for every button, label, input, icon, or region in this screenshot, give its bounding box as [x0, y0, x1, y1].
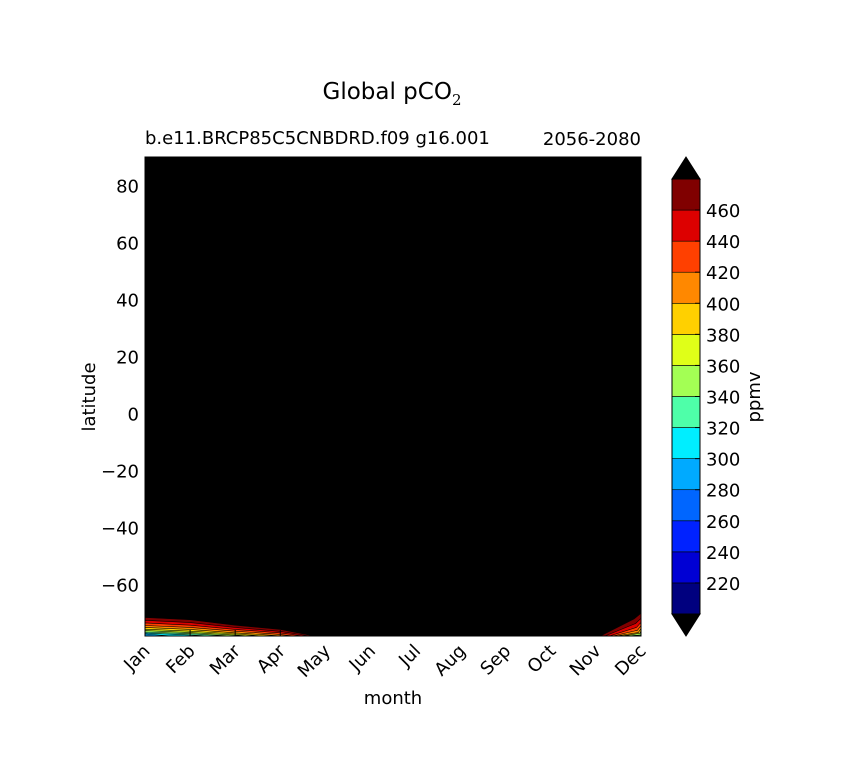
- colorbar-extend-max: [671, 156, 701, 180]
- x-tick-label-jun: Jun: [345, 641, 380, 676]
- colorbar-segment-340: [671, 365, 701, 397]
- x-tick-label-nov: Nov: [566, 640, 606, 680]
- colorbar-segment-240: [671, 520, 701, 553]
- x-tick-label-apr: Apr: [253, 640, 290, 677]
- colorbar-segment-400: [671, 271, 701, 304]
- chart-subtitle-left: b.e11.BRCP85C5CNBDRD.f09 g16.001: [145, 128, 490, 149]
- x-tick-label-aug: Aug: [430, 641, 470, 681]
- colorbar-segment-220: [671, 551, 701, 584]
- colorbar-tick-label: 460: [706, 201, 740, 222]
- colorbar-segment-440: [671, 209, 701, 242]
- x-tick-label-oct: Oct: [523, 641, 560, 678]
- y-tick-label: 40: [116, 291, 139, 312]
- colorbar-tick-label: 280: [706, 481, 740, 502]
- colorbar-tick-label: 420: [706, 263, 740, 284]
- x-tick-label-mar: Mar: [206, 640, 245, 679]
- contour-band-420: [145, 621, 641, 636]
- x-tick-label-jul: Jul: [394, 641, 425, 672]
- y-tick-label: −40: [101, 519, 139, 540]
- colorbar-tick-label: 240: [706, 543, 740, 564]
- y-axis-label: latitude: [79, 362, 100, 431]
- colorbar-extend-min: [671, 613, 701, 637]
- colorbar-segment-360: [671, 334, 701, 366]
- plot-area: [144, 156, 642, 637]
- colorbar-tick-label: 440: [706, 232, 740, 253]
- x-tick-label-feb: Feb: [162, 641, 199, 678]
- colorbar-segment-460: [671, 178, 701, 211]
- y-tick-label: −20: [101, 462, 139, 483]
- chart-title: Global pCO2: [323, 79, 462, 109]
- colorbar-tick-label: 380: [706, 325, 740, 346]
- colorbar-tick-label: 260: [706, 512, 740, 533]
- colorbar-tick-label: 220: [706, 574, 740, 595]
- colorbar: 220 240 260 280 300 320 340 360 380 400 420 440 460: [671, 156, 740, 637]
- colorbar-segment-280: [671, 458, 701, 491]
- x-tick-label-dec: Dec: [611, 641, 650, 680]
- colorbar-segment-200: [671, 582, 701, 615]
- colorbar-tick-label: 360: [706, 356, 740, 377]
- x-tick-label-may: May: [294, 640, 335, 681]
- y-tick-label: 0: [128, 405, 139, 426]
- chart-title-subscript: 2: [452, 91, 462, 109]
- colorbar-segment-260: [671, 489, 701, 522]
- colorbar-label: ppmv: [744, 371, 765, 422]
- chart-subtitle-right: 2056-2080: [543, 129, 641, 150]
- contour-band-440: [145, 617, 641, 636]
- colorbar-segment-300: [671, 427, 701, 459]
- colorbar-segment-420: [671, 240, 701, 273]
- colorbar-tick-label: 300: [706, 450, 740, 471]
- colorbar-tick-label: 340: [706, 388, 740, 409]
- colorbar-tick-label: 320: [706, 419, 740, 440]
- colorbar-tick-label: 400: [706, 294, 740, 315]
- x-tick-label-sep: Sep: [476, 641, 515, 680]
- plot-frame: [144, 156, 642, 637]
- y-tick-label: 60: [116, 234, 139, 255]
- colorbar-segment-380: [671, 302, 701, 335]
- y-tick-label: 20: [116, 348, 139, 369]
- y-tick-label: 80: [116, 177, 139, 198]
- y-tick-label: −60: [101, 576, 139, 597]
- y-axis: −60 −40 −20 0 20 40 60 80: [101, 177, 641, 597]
- x-tick-label-jan: Jan: [119, 641, 154, 676]
- x-axis-label: month: [364, 688, 422, 709]
- colorbar-segment-320: [671, 396, 701, 428]
- plot-background: [145, 157, 641, 636]
